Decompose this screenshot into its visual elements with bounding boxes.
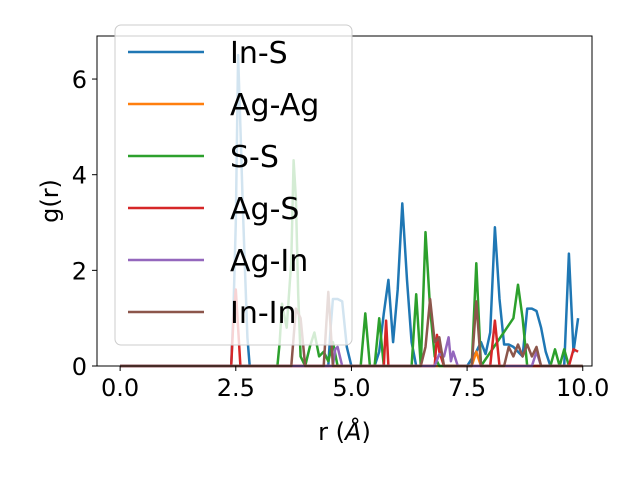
- y-tick-label: 2: [72, 257, 87, 285]
- series-line-in-in: [120, 290, 583, 368]
- legend: In-S Ag-Ag S-S Ag-S Ag-In In-In: [114, 24, 353, 346]
- legend-label: In-In: [230, 296, 297, 331]
- legend-label: Ag-Ag: [230, 88, 319, 123]
- y-axis-label: g(r): [36, 179, 64, 223]
- x-tick-label: 5.0: [332, 374, 370, 402]
- x-axis-label: r (Å): [318, 417, 371, 446]
- x-tick-label: 2.5: [217, 374, 255, 402]
- series-line-ag-in: [120, 336, 583, 368]
- x-tick-label: 7.5: [448, 374, 486, 402]
- y-tick-label: 6: [72, 66, 87, 94]
- x-tick-label: 10.0: [556, 374, 609, 402]
- y-tick-label: 4: [72, 162, 87, 190]
- legend-label: S-S: [230, 140, 279, 175]
- y-axis-ticks: 0 2 4 6: [72, 66, 97, 381]
- legend-label: In-S: [230, 36, 288, 71]
- legend-label: Ag-S: [230, 192, 299, 227]
- y-tick-label: 0: [72, 353, 87, 381]
- x-tick-label: 0.0: [101, 374, 139, 402]
- legend-label: Ag-In: [230, 244, 308, 279]
- x-axis-ticks: 0.0 2.5 5.0 7.5 10.0: [101, 366, 609, 402]
